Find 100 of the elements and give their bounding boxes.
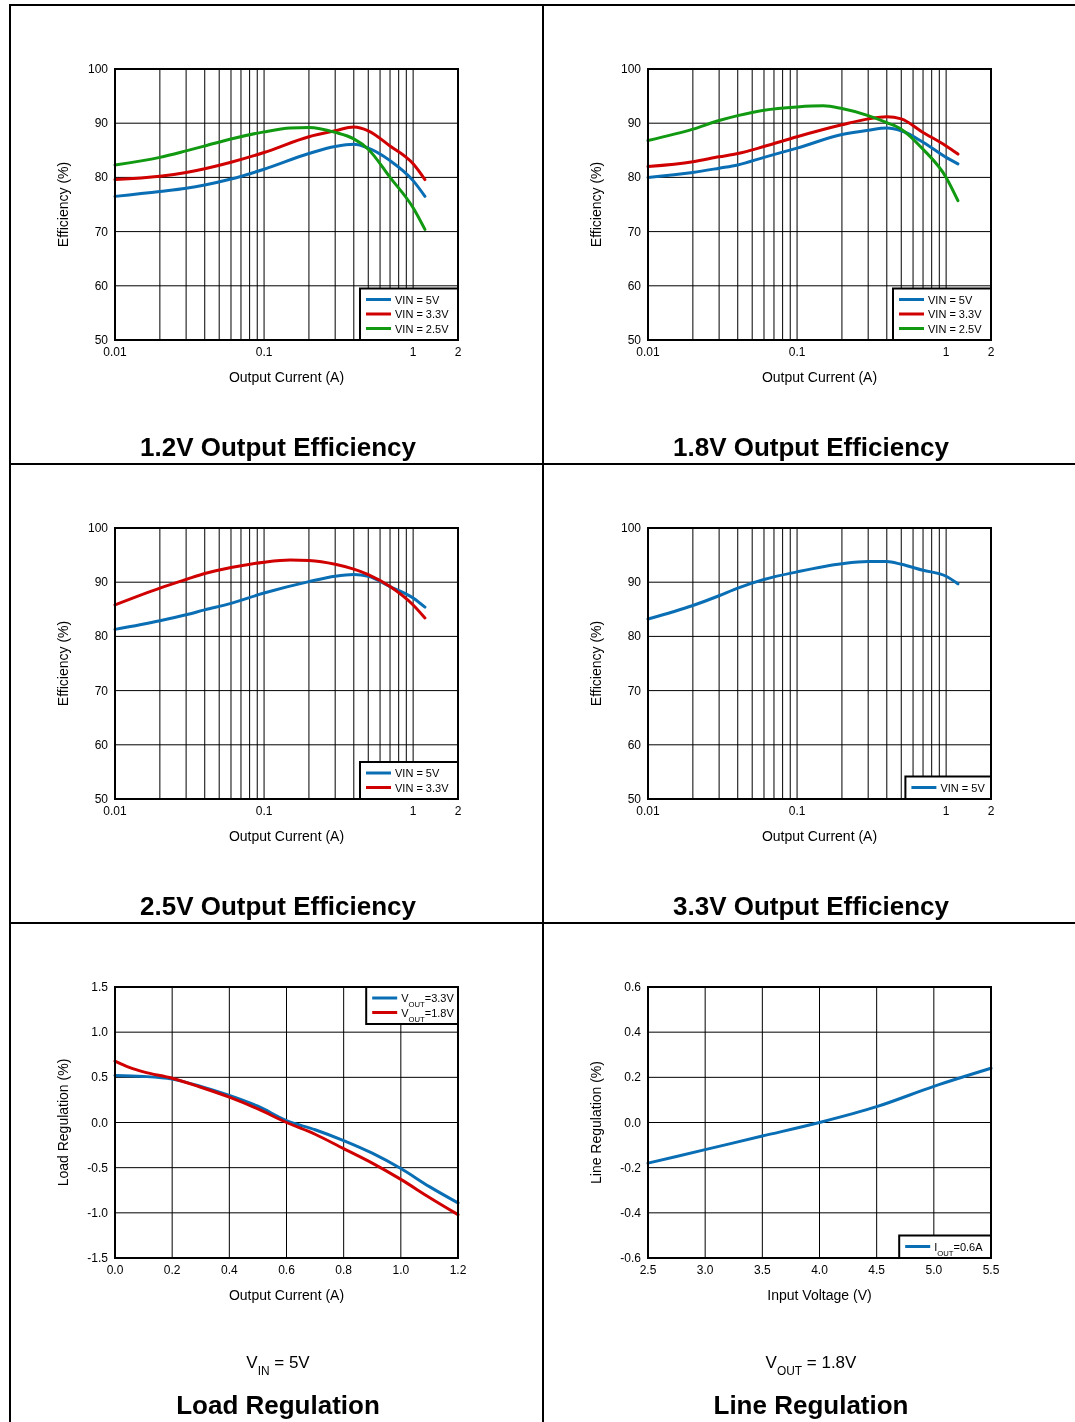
- y-tick-label: 100: [620, 62, 642, 76]
- x-tick-label: 1: [942, 804, 950, 818]
- y-tick-label: 70: [627, 683, 642, 698]
- x-tick-label: 2: [454, 345, 462, 359]
- y-tick-label: 0.5: [91, 1070, 109, 1085]
- x-tick-label: 2: [454, 804, 462, 818]
- y-tick-label: 80: [627, 170, 642, 185]
- x-tick-label: 0.1: [255, 345, 273, 359]
- x-tick-label: 0.01: [103, 804, 127, 818]
- x-tick-label: 4.0: [811, 1263, 829, 1277]
- x-tick-label: 5.0: [925, 1263, 943, 1277]
- x-tick-label: 0.0: [106, 1263, 124, 1277]
- y-tick-label: 60: [627, 278, 642, 293]
- y-tick-label: 50: [627, 792, 642, 806]
- legend-label: VIN = 5V: [395, 767, 440, 779]
- legend-label: VIN = 3.3V: [928, 308, 983, 320]
- x-tick-label: 0.01: [103, 345, 127, 359]
- x-tick-label: 1.0: [392, 1263, 410, 1277]
- x-tick-label: 0.1: [788, 804, 806, 818]
- x-tick-label: 1: [409, 804, 417, 818]
- x-tick-label: 2.5: [639, 1263, 657, 1277]
- y-axis-title: Efficiency (%): [588, 620, 604, 707]
- y-tick-label: 0.0: [624, 1115, 642, 1130]
- x-tick-label: 0.01: [636, 804, 660, 818]
- y-tick-label: 1.0: [91, 1025, 109, 1040]
- x-axis-title: Output Current (A): [228, 369, 345, 385]
- x-tick-label: 0.8: [335, 1263, 353, 1277]
- legend-label: V$_{OUT}$=3.3V: [401, 992, 455, 1009]
- y-tick-label: 70: [94, 683, 109, 698]
- x-axis-title: Output Current (A): [761, 369, 878, 385]
- x-tick-label: 4.5: [868, 1263, 886, 1277]
- legend-label: I$_{OUT}$=0.6A: [934, 1240, 984, 1257]
- y-tick-label: -1.0: [87, 1205, 109, 1220]
- y-tick-label: 0.6: [624, 980, 642, 994]
- text: V$_{OUT}$ = 1.8V: [765, 1353, 858, 1378]
- text: V$_{IN}$ = 5V: [246, 1353, 311, 1378]
- legend-label: VIN = 3.3V: [395, 781, 450, 794]
- y-tick-label: 90: [627, 116, 642, 131]
- y-tick-label: -0.4: [620, 1205, 642, 1220]
- y-axis-title: Line Regulation (%): [588, 1061, 604, 1184]
- y-tick-label: 60: [627, 737, 642, 752]
- legend-label: VIN = 5V: [928, 293, 973, 306]
- y-tick-label: 60: [94, 737, 109, 752]
- x-tick-label: 1: [942, 345, 950, 359]
- text: 1.2V Output Efficiency: [140, 432, 417, 462]
- x-tick-label: 3.0: [696, 1263, 714, 1277]
- x-axis-title: Output Current (A): [761, 828, 878, 844]
- x-tick-label: 1: [409, 345, 417, 359]
- text: 2.5V Output Efficiency: [140, 891, 417, 921]
- y-tick-label: 50: [94, 792, 109, 806]
- y-tick-label: 0.2: [624, 1070, 642, 1085]
- y-tick-label: 100: [87, 62, 109, 76]
- x-axis-title: Output Current (A): [228, 828, 345, 844]
- x-tick-label: 0.01: [636, 345, 660, 359]
- y-axis-title: Efficiency (%): [55, 161, 71, 248]
- y-tick-label: 1.5: [91, 980, 109, 994]
- x-tick-label: 1.2: [449, 1263, 467, 1277]
- y-tick-label: 70: [627, 224, 642, 239]
- line-series: [113, 1059, 460, 1217]
- legend-label: V$_{OUT}$=1.8V: [401, 1006, 455, 1023]
- x-tick-label: 0.1: [255, 804, 273, 818]
- y-tick-label: 70: [94, 224, 109, 239]
- y-axis-title: Efficiency (%): [55, 620, 71, 707]
- y-tick-label: -0.5: [87, 1160, 109, 1175]
- y-tick-label: 80: [94, 170, 109, 185]
- text: Load Regulation: [176, 1390, 380, 1420]
- x-tick-label: 0.1: [788, 345, 806, 359]
- y-tick-label: -0.6: [620, 1251, 642, 1265]
- text: 3.3V Output Efficiency: [673, 891, 950, 921]
- y-axis-title: Efficiency (%): [588, 161, 604, 248]
- y-tick-label: 50: [627, 333, 642, 347]
- y-tick-label: -1.5: [87, 1251, 109, 1265]
- x-axis-title: Output Current (A): [228, 1287, 345, 1303]
- y-tick-label: 80: [94, 629, 109, 644]
- legend-label: VIN = 5V: [395, 293, 440, 306]
- y-tick-label: 100: [620, 521, 642, 535]
- x-tick-label: 2: [987, 345, 995, 359]
- text: Line Regulation: [713, 1390, 909, 1420]
- x-tick-label: 5.5: [982, 1263, 1000, 1277]
- y-tick-label: 80: [627, 629, 642, 644]
- text: 1.8V Output Efficiency: [673, 432, 950, 462]
- line-series: [646, 1066, 993, 1165]
- x-tick-label: 2: [987, 804, 995, 818]
- y-axis-title: Load Regulation (%): [55, 1058, 71, 1187]
- y-tick-label: 90: [627, 575, 642, 590]
- x-tick-label: 0.2: [163, 1263, 181, 1277]
- x-axis-title: Input Voltage (V): [767, 1287, 872, 1303]
- x-tick-label: 0.4: [220, 1263, 238, 1277]
- legend-label: VIN = 5V: [940, 781, 986, 794]
- y-tick-label: 90: [94, 116, 109, 131]
- y-tick-label: 90: [94, 575, 109, 590]
- y-tick-label: 0.4: [624, 1025, 642, 1040]
- x-tick-label: 0.6: [278, 1263, 296, 1277]
- legend-label: VIN = 2.5V: [395, 322, 450, 335]
- y-tick-label: 60: [94, 278, 109, 293]
- x-tick-label: 3.5: [753, 1263, 771, 1277]
- y-tick-label: 100: [87, 521, 109, 535]
- legend-label: VIN = 3.3V: [395, 308, 450, 320]
- legend-label: VIN = 2.5V: [928, 322, 983, 335]
- y-tick-label: 0.0: [91, 1115, 109, 1130]
